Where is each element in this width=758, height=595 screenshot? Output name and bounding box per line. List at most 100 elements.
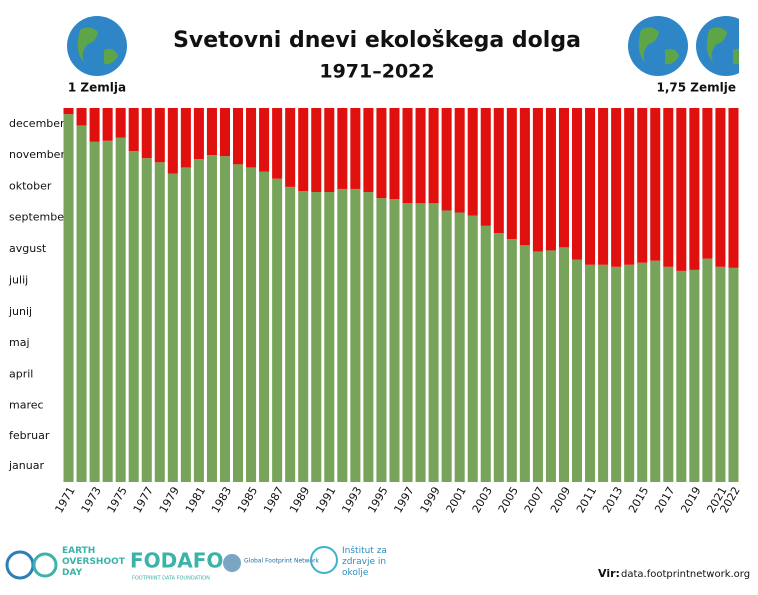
bar-segment [428, 108, 439, 204]
bar-segment [141, 158, 152, 482]
x-tick-label: 1985 [235, 485, 260, 516]
bar-segment [298, 108, 309, 191]
bar-segment [506, 108, 517, 240]
bar-segment [206, 155, 217, 482]
bar-segment [611, 108, 622, 267]
x-tick-label: 2009 [548, 485, 573, 516]
bar-segment [415, 108, 426, 204]
bar-segment [376, 108, 387, 199]
y-tick-label: januar [8, 459, 44, 472]
x-tick-label: 1975 [105, 485, 130, 516]
bar-segment [598, 264, 609, 482]
bar-segment [324, 108, 335, 193]
y-tick-label: marec [9, 399, 44, 412]
bar-segment [558, 247, 569, 482]
x-tick-label: 1973 [79, 485, 104, 516]
iz-icon [310, 546, 338, 574]
bar-segment [676, 108, 687, 271]
x-tick-label: 1987 [261, 485, 286, 516]
bar-segment [702, 108, 713, 259]
bar-segment [467, 108, 478, 216]
source-prefix: Vir: [598, 567, 620, 580]
bar-segment [702, 258, 713, 482]
y-tick-label: september [9, 211, 69, 224]
bar-segment [376, 198, 387, 482]
bar-segment [545, 108, 556, 251]
bar-segment [650, 108, 661, 261]
bar-segment [102, 108, 113, 141]
y-tick-label: februar [9, 429, 50, 442]
logo-eod: EARTH OVERSHOOT DAY [5, 546, 125, 580]
bar-segment [454, 212, 465, 482]
bar-segment [402, 203, 413, 482]
x-tick-label: 2017 [652, 485, 677, 516]
bar-segment [389, 199, 400, 482]
bar-segment [311, 192, 322, 482]
globe-left [67, 16, 127, 76]
bar-segment [545, 250, 556, 482]
x-tick-label: 1977 [131, 485, 156, 516]
chart-subtitle: 1971–2022 [319, 61, 434, 83]
bar-segment [246, 108, 257, 168]
x-tick-label: 1981 [183, 485, 208, 516]
bar-segment [233, 108, 244, 165]
bar-segment [689, 269, 700, 482]
bar-segment [728, 108, 739, 268]
y-tick-label: julij [8, 274, 28, 287]
bar-segment [585, 108, 596, 265]
source: data.footprintnetwork.org [621, 569, 750, 580]
bar-segment [63, 108, 74, 115]
bar-segment [493, 108, 504, 234]
x-tick-label: 1991 [313, 485, 338, 516]
bar-segment [128, 108, 139, 152]
bar-segment [611, 266, 622, 482]
bar-segment [76, 125, 87, 482]
bar-segment [154, 162, 165, 482]
y-tick-label: avgust [9, 242, 47, 255]
x-tick-label: 1979 [157, 485, 182, 516]
bar-segment [624, 108, 635, 265]
bar-segment [519, 245, 530, 482]
bar-segment [624, 264, 635, 482]
fodafo-sub: FOOTPRINT DATA FOUNDATION [132, 576, 210, 582]
chart-title: Svetovni dnevi ekološkega dolga [173, 28, 581, 53]
bar-segment [115, 108, 126, 138]
bar-segment [337, 108, 348, 189]
bar-segment [311, 108, 322, 193]
bar-segment [415, 203, 426, 482]
x-tick-label: 2015 [626, 485, 651, 516]
bar-segment [76, 108, 87, 126]
bar-segment [141, 108, 152, 159]
eod-text: EARTH OVERSHOOT DAY [62, 546, 125, 578]
right-label: 1,75 Zemlje [657, 81, 737, 95]
bar-segment [206, 108, 217, 156]
bar-segment [389, 108, 400, 200]
bar-segment [572, 259, 583, 482]
bar-segment [246, 167, 257, 483]
bar-segment [493, 233, 504, 482]
y-tick-label: oktober [9, 179, 52, 192]
bar-segment [324, 192, 335, 482]
bar-segment [441, 108, 452, 211]
bar-segment [298, 190, 309, 482]
bar-segment [193, 159, 204, 482]
bar-segment [480, 225, 491, 482]
bar-segment [63, 114, 74, 482]
bar-segment [663, 266, 674, 482]
x-tick-label: 1989 [287, 485, 312, 516]
x-tick-label: 1993 [339, 485, 364, 516]
eod-label: EARTH OVERSHOOT DAY [62, 546, 125, 578]
x-tick-label: 1983 [209, 485, 234, 516]
bar-segment [715, 108, 726, 267]
bar-segment [219, 108, 230, 157]
bar-segment [676, 270, 687, 482]
bar-segment [128, 151, 139, 482]
bar-segment [689, 108, 700, 270]
iz-text: Inštitut za zdravje in okolje [342, 546, 387, 578]
x-tick-label: 2019 [678, 485, 703, 516]
bar-segment [193, 108, 204, 160]
bar-segment [272, 178, 283, 483]
bar-segment [272, 108, 283, 179]
gfn-logo: Global Footprint Network [244, 558, 320, 565]
